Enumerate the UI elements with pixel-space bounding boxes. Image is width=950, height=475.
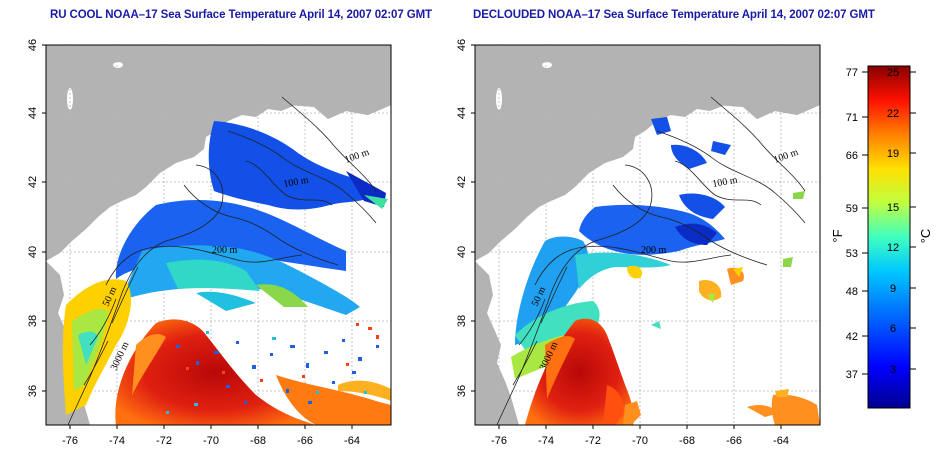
celsius-unit-label: °C	[918, 229, 933, 244]
latitude-axis: 46 44 42 40 38 36	[456, 39, 468, 397]
lat-tick-46: 46	[456, 39, 468, 51]
lat-tick-36: 36	[456, 385, 468, 397]
f-tick-53: 53	[846, 248, 858, 260]
map-title-raw: RU COOL NOAA–17 Sea Surface Temperature …	[50, 9, 432, 21]
lon-tick-64: -64	[773, 435, 789, 447]
lat-tick-42: 42	[27, 176, 39, 188]
colorbar-fahrenheit-ticks: 77 71 66 59 53 48 42 37	[846, 67, 858, 381]
fahrenheit-unit-label: °F	[830, 229, 845, 242]
lat-tick-40: 40	[27, 246, 39, 258]
map-frame	[45, 44, 392, 426]
lat-tick-38: 38	[456, 315, 468, 327]
map-panel-raw: 100 m 100 m 200 m 50 m 3000 m 46 44 42 4…	[27, 39, 392, 447]
f-tick-71: 71	[846, 112, 858, 124]
f-tick-48: 48	[846, 286, 858, 298]
c-tick-22: 22	[887, 108, 899, 120]
f-tick-59: 59	[846, 203, 858, 215]
lon-tick-70: -70	[203, 435, 219, 447]
map-frame	[474, 44, 821, 426]
lon-tick-74: -74	[538, 435, 554, 447]
lat-tick-44: 44	[456, 107, 468, 119]
f-tick-37: 37	[846, 369, 858, 381]
c-tick-9: 9	[890, 283, 896, 295]
lon-tick-74: -74	[109, 435, 125, 447]
lon-tick-68: -68	[679, 435, 695, 447]
colorbar: 77 71 66 59 53 48 42 37 25 22 19 15 12 9…	[830, 65, 933, 409]
lon-tick-68: -68	[250, 435, 266, 447]
map-panel-declouded: 100 m 100 m 200 m 50 m 3000 m 46 44 42 4…	[456, 39, 821, 447]
lat-tick-40: 40	[456, 246, 468, 258]
contour-label-100m-b: 100 m	[283, 175, 310, 190]
longitude-axis: -76 -74 -72 -70 -68 -66 -64	[62, 435, 360, 447]
c-tick-15: 15	[887, 202, 899, 214]
lon-tick-72: -72	[156, 435, 172, 447]
lat-tick-42: 42	[456, 176, 468, 188]
c-tick-12: 12	[887, 242, 899, 254]
f-tick-77: 77	[846, 67, 858, 79]
map-title-declouded: DECLOUDED NOAA–17 Sea Surface Temperatur…	[473, 9, 875, 21]
lon-tick-66: -66	[297, 435, 313, 447]
c-tick-3: 3	[890, 364, 896, 376]
c-tick-25: 25	[887, 67, 899, 79]
sst-raw-field	[62, 121, 391, 425]
c-tick-6: 6	[890, 323, 896, 335]
lon-tick-76: -76	[62, 435, 78, 447]
contour-label-100m-b: 100 m	[712, 175, 739, 190]
lat-tick-44: 44	[27, 107, 39, 119]
contour-label-200m: 200 m	[641, 245, 667, 256]
colorbar-celsius-ticks: 25 22 19 15 12 9 6 3	[887, 67, 899, 376]
contour-label-200m: 200 m	[212, 245, 238, 256]
latitude-axis: 46 44 42 40 38 36	[27, 39, 39, 397]
lat-tick-38: 38	[27, 315, 39, 327]
lon-tick-72: -72	[585, 435, 601, 447]
lat-tick-36: 36	[27, 385, 39, 397]
longitude-axis: -76 -74 -72 -70 -68 -66 -64	[491, 435, 789, 447]
lat-tick-46: 46	[27, 39, 39, 51]
f-tick-66: 66	[846, 150, 858, 162]
colorbar-gradient	[867, 65, 911, 409]
lon-tick-66: -66	[726, 435, 742, 447]
f-tick-42: 42	[846, 331, 858, 343]
c-tick-19: 19	[887, 148, 899, 160]
lon-tick-70: -70	[632, 435, 648, 447]
lon-tick-76: -76	[491, 435, 507, 447]
lon-tick-64: -64	[344, 435, 360, 447]
